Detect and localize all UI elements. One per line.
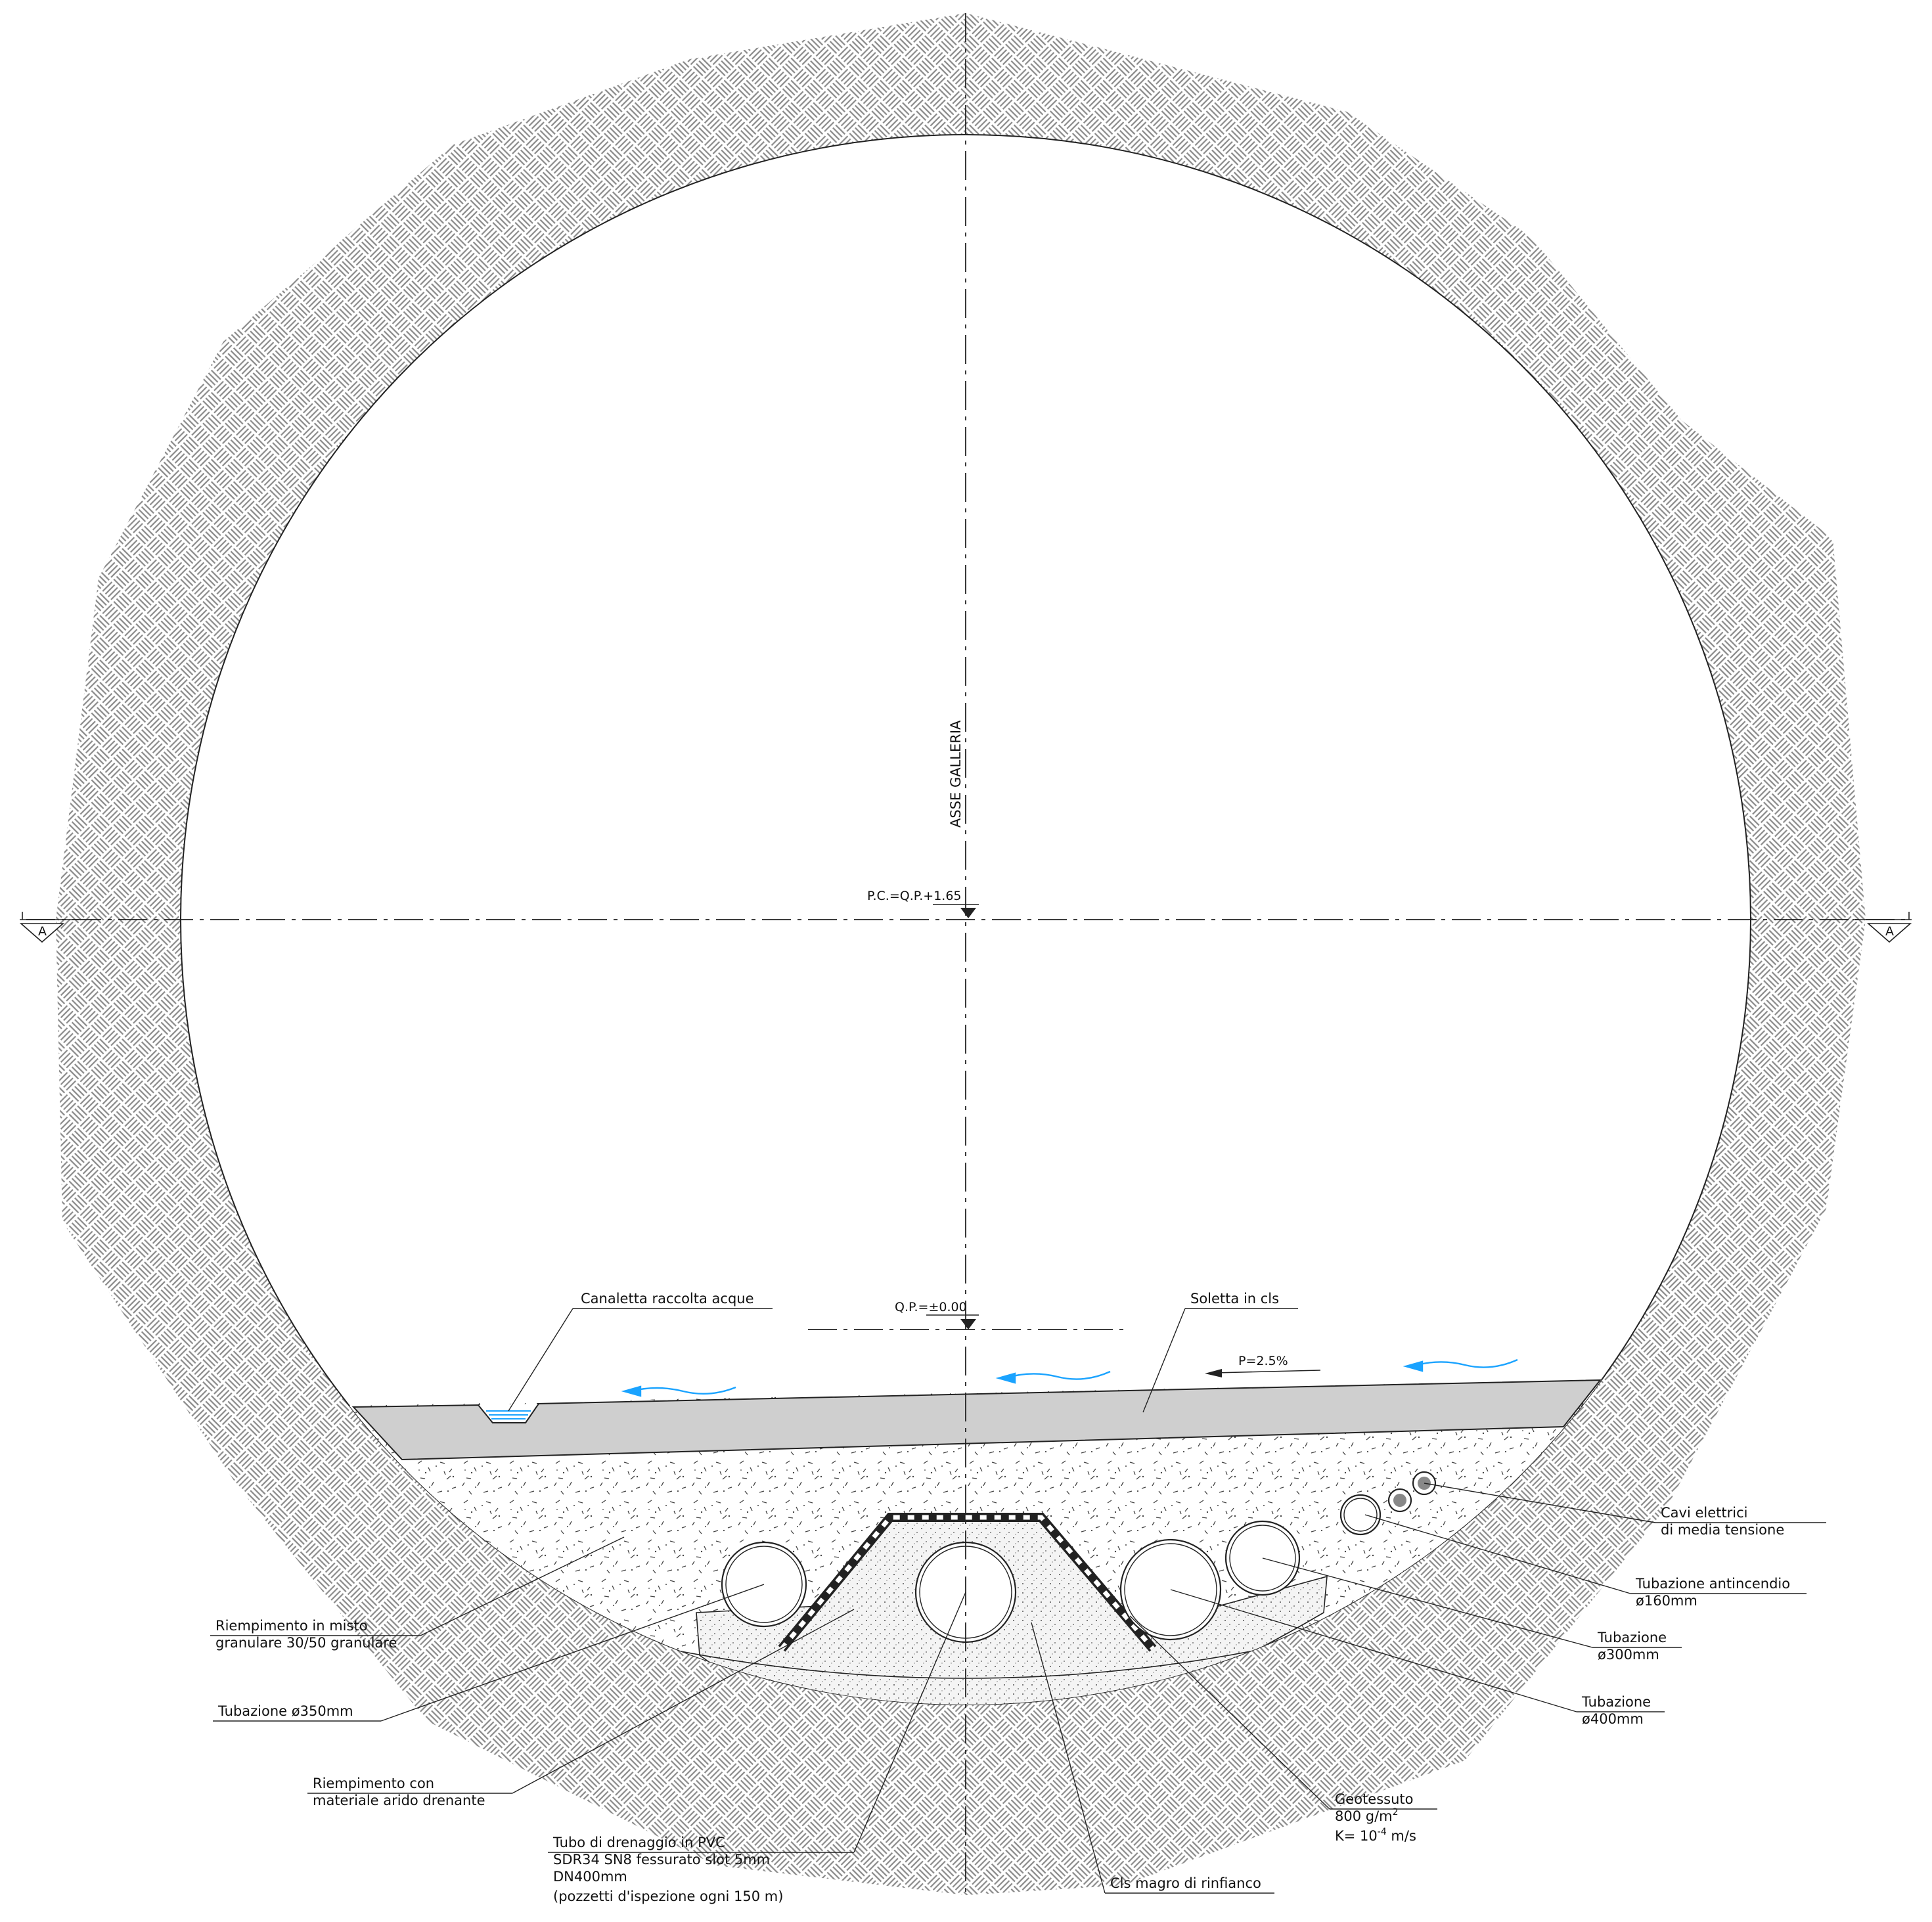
- label-cls-magro: Cls magro di rinfianco: [1031, 1622, 1274, 1894]
- svg-text:Cls magro di rinfianco: Cls magro di rinfianco: [1110, 1875, 1261, 1891]
- svg-text:Riempimento in misto: Riempimento in misto: [215, 1618, 368, 1634]
- slope-indicator: P=2.5%: [1205, 1354, 1321, 1377]
- svg-text:A: A: [1885, 924, 1894, 939]
- label-canaletta: Canaletta raccolta acque: [508, 1291, 773, 1412]
- svg-text:granulare 30/50 granulare: granulare 30/50 granulare: [215, 1635, 397, 1651]
- label-cavi: Cavi elettrici di media tensione: [1424, 1483, 1826, 1538]
- svg-text:800 g/m2: 800 g/m2: [1335, 1807, 1399, 1824]
- svg-text:Tubazione ø350mm: Tubazione ø350mm: [217, 1703, 353, 1719]
- pipe-fire-160: [1339, 1494, 1382, 1536]
- svg-text:Tubazione: Tubazione: [1581, 1694, 1651, 1710]
- svg-text:P.C.=Q.P.+1.65: P.C.=Q.P.+1.65: [867, 889, 962, 903]
- label-soletta: Soletta in cls: [1142, 1291, 1298, 1413]
- label-tubo-drenaggio: Tubo di drenaggio in PVC SDR34 SN8 fessu…: [548, 1592, 966, 1904]
- section-marker-right: A: [1853, 912, 1912, 943]
- svg-text:ø300mm: ø300mm: [1598, 1647, 1659, 1663]
- svg-text:Tubazione antincendio: Tubazione antincendio: [1635, 1576, 1790, 1592]
- label-riempimento-arido: Riempimento con materiale arido drenante: [307, 1609, 855, 1808]
- svg-text:DN400mm: DN400mm: [553, 1869, 627, 1885]
- label-geotessuto: Geotessuto 800 g/m2 K= 10-4 m/s: [1129, 1615, 1437, 1844]
- svg-text:Cavi elettrici: Cavi elettrici: [1661, 1505, 1747, 1521]
- pc-level-marker: P.C.=Q.P.+1.65: [867, 889, 979, 918]
- svg-text:Soletta in cls: Soletta in cls: [1190, 1291, 1279, 1307]
- svg-text:ø400mm: ø400mm: [1582, 1711, 1644, 1727]
- label-tubazione-300: Tubazione ø300mm: [1262, 1557, 1682, 1663]
- label-riempimento-misto: Riempimento in misto granulare 30/50 gra…: [210, 1536, 625, 1651]
- svg-text:ø160mm: ø160mm: [1636, 1593, 1697, 1609]
- svg-text:Tubo di drenaggio in PVC: Tubo di drenaggio in PVC: [552, 1835, 725, 1850]
- svg-text:Riempimento con: Riempimento con: [313, 1776, 434, 1791]
- svg-text:Canaletta raccolta acque: Canaletta raccolta acque: [581, 1291, 754, 1307]
- svg-text:A: A: [38, 924, 47, 939]
- svg-text:SDR34 SN8 fessurato slot 5mm: SDR34 SN8 fessurato slot 5mm: [553, 1852, 770, 1867]
- svg-text:(pozzetti d'ispezione ogni 150: (pozzetti d'ispezione ogni 150 m): [553, 1888, 783, 1904]
- label-antincendio: Tubazione antincendio ø160mm: [1364, 1514, 1807, 1609]
- svg-text:Tubazione: Tubazione: [1597, 1630, 1667, 1645]
- svg-text:P=2.5%: P=2.5%: [1238, 1354, 1288, 1368]
- axis-label: ASSE GALLERIA: [948, 720, 964, 828]
- label-tubazione-350: Tubazione ø350mm: [213, 1584, 765, 1722]
- water-flow-arrows: [621, 1358, 1518, 1397]
- svg-text:materiale arido drenante: materiale arido drenante: [313, 1793, 485, 1808]
- label-tubazione-400: Tubazione ø400mm: [1170, 1589, 1665, 1727]
- section-marker-left: A: [19, 912, 79, 943]
- svg-text:di media tensione: di media tensione: [1661, 1522, 1784, 1538]
- svg-text:Q.P.=±0.00: Q.P.=±0.00: [895, 1300, 967, 1314]
- water-channel: [478, 1403, 539, 1423]
- svg-text:Geotessuto: Geotessuto: [1335, 1791, 1413, 1807]
- qp-level-marker: Q.P.=±0.00: [895, 1300, 979, 1330]
- svg-text:K= 10-4 m/s: K= 10-4 m/s: [1335, 1827, 1416, 1844]
